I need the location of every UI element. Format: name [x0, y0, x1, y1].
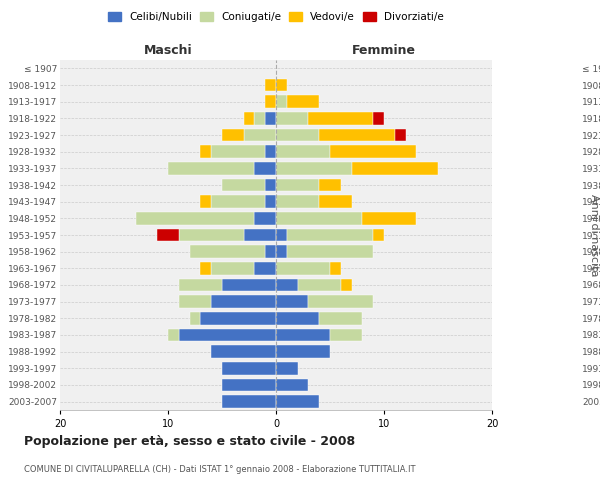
Bar — [265, 246, 276, 258]
Bar — [362, 212, 416, 224]
Text: Popolazione per età, sesso e stato civile - 2008: Popolazione per età, sesso e stato civil… — [24, 435, 355, 448]
Bar — [244, 129, 276, 141]
Bar — [179, 279, 222, 291]
Bar — [265, 179, 276, 192]
Legend: Celibi/Nubili, Coniugati/e, Vedovi/e, Divorziati/e: Celibi/Nubili, Coniugati/e, Vedovi/e, Di… — [104, 8, 448, 26]
Bar — [265, 196, 276, 208]
Bar — [298, 279, 341, 291]
Text: Anni di nascita: Anni di nascita — [589, 194, 599, 276]
Bar — [190, 312, 200, 324]
Bar — [222, 379, 276, 391]
Bar — [330, 329, 362, 341]
Bar — [287, 246, 373, 258]
Bar — [341, 279, 352, 291]
Bar — [200, 262, 211, 274]
Bar — [319, 196, 352, 208]
Bar — [222, 179, 265, 192]
Bar — [211, 196, 265, 208]
Bar — [254, 212, 276, 224]
Bar — [308, 112, 373, 124]
Bar — [319, 129, 395, 141]
Bar — [276, 96, 287, 108]
Bar — [276, 162, 352, 174]
Y-axis label: Fasce di età: Fasce di età — [0, 202, 2, 268]
Bar — [276, 346, 330, 358]
Bar — [373, 112, 384, 124]
Bar — [222, 129, 244, 141]
Bar — [276, 229, 287, 241]
Bar — [330, 146, 416, 158]
Bar — [276, 129, 319, 141]
Bar — [276, 179, 319, 192]
Bar — [222, 362, 276, 374]
Bar — [276, 296, 308, 308]
Bar — [319, 179, 341, 192]
Bar — [200, 196, 211, 208]
Bar — [330, 262, 341, 274]
Bar — [319, 312, 362, 324]
Bar — [157, 229, 179, 241]
Bar — [276, 196, 319, 208]
Bar — [287, 229, 373, 241]
Bar — [373, 229, 384, 241]
Bar — [265, 146, 276, 158]
Bar — [222, 279, 276, 291]
Bar — [276, 379, 308, 391]
Bar — [254, 262, 276, 274]
Bar — [276, 262, 330, 274]
Text: COMUNE DI CIVITALUPARELLA (CH) - Dati ISTAT 1° gennaio 2008 - Elaborazione TUTTI: COMUNE DI CIVITALUPARELLA (CH) - Dati IS… — [24, 465, 415, 474]
Bar — [179, 329, 276, 341]
Bar — [136, 212, 254, 224]
Bar — [179, 296, 211, 308]
Bar — [276, 312, 319, 324]
Bar — [200, 312, 276, 324]
Bar — [200, 146, 211, 158]
Bar — [211, 262, 254, 274]
Text: Maschi: Maschi — [143, 44, 193, 57]
Bar — [276, 362, 298, 374]
Bar — [276, 396, 319, 408]
Bar — [244, 112, 254, 124]
Bar — [244, 229, 276, 241]
Bar — [168, 329, 179, 341]
Bar — [276, 212, 362, 224]
Bar — [352, 162, 438, 174]
Bar — [190, 246, 265, 258]
Bar — [308, 296, 373, 308]
Bar — [265, 79, 276, 92]
Bar — [287, 96, 319, 108]
Bar — [222, 396, 276, 408]
Bar — [179, 229, 244, 241]
Bar — [276, 146, 330, 158]
Bar — [254, 112, 265, 124]
Bar — [168, 162, 254, 174]
Bar — [276, 112, 308, 124]
Text: Femmine: Femmine — [352, 44, 416, 57]
Bar — [276, 329, 330, 341]
Bar — [211, 346, 276, 358]
Bar — [254, 162, 276, 174]
Bar — [276, 279, 298, 291]
Bar — [276, 79, 287, 92]
Bar — [395, 129, 406, 141]
Bar — [265, 96, 276, 108]
Bar — [211, 146, 265, 158]
Bar — [265, 112, 276, 124]
Bar — [211, 296, 276, 308]
Bar — [276, 246, 287, 258]
